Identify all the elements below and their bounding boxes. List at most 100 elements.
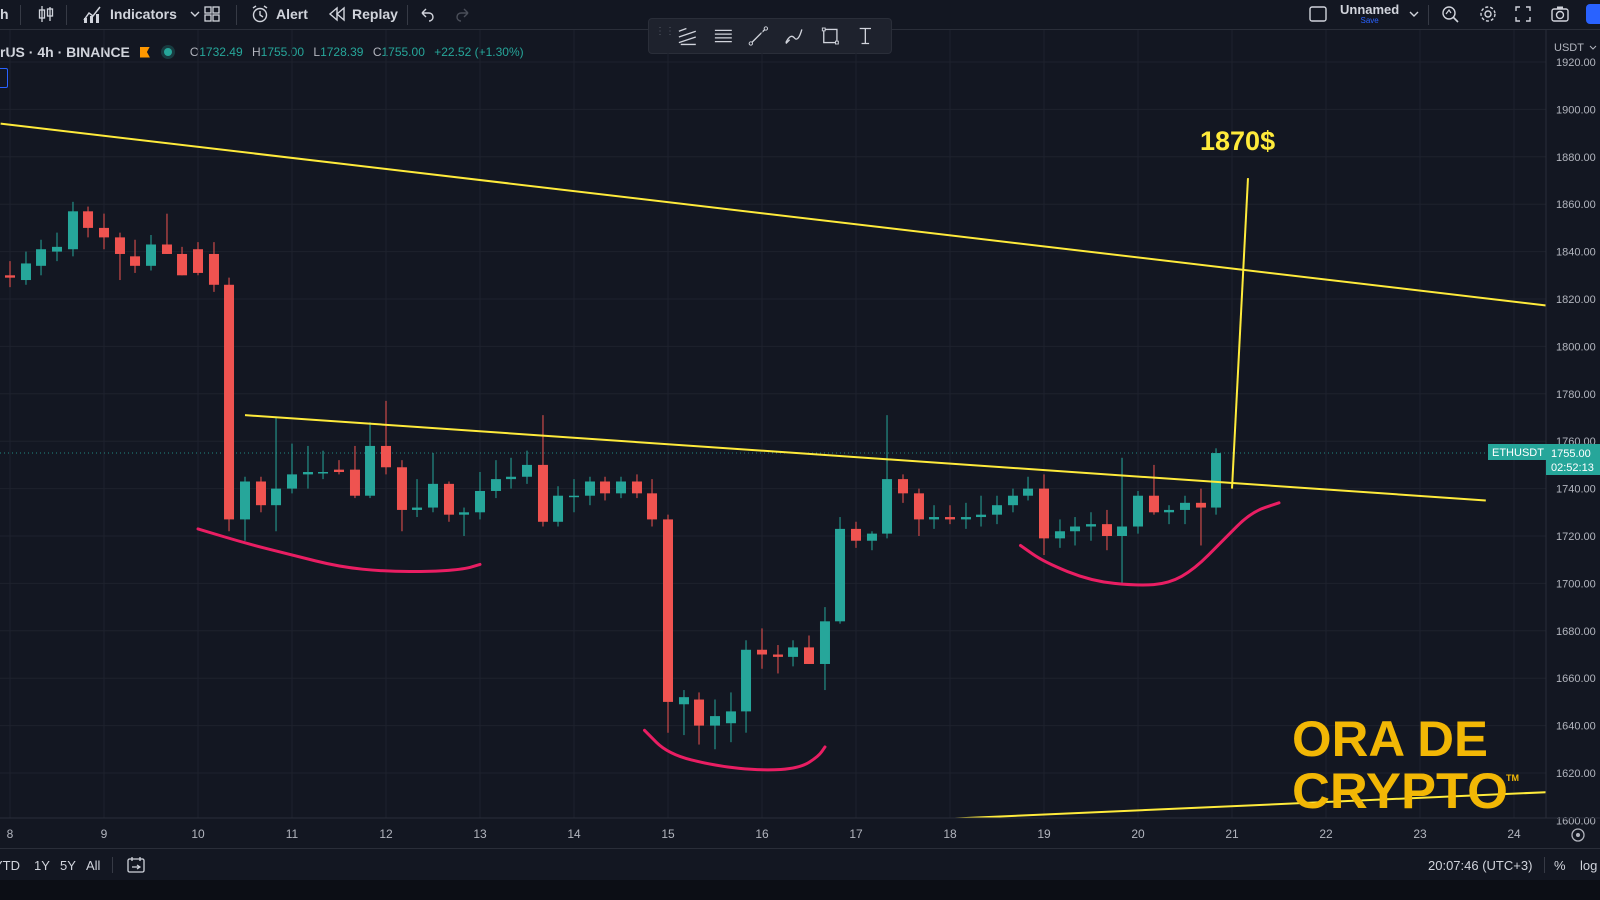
horizontal-lines-icon[interactable] — [713, 25, 734, 47]
candle-body-down — [208, 253, 219, 285]
candle-body-down — [255, 481, 266, 506]
rectangle-icon[interactable] — [820, 25, 841, 47]
replay-button[interactable]: Replay — [328, 0, 398, 28]
layout-toggle[interactable] — [1308, 0, 1328, 28]
price-tick-label: 1620.00 — [1556, 768, 1596, 780]
redo-button[interactable] — [454, 0, 472, 28]
flag-icon[interactable] — [139, 46, 150, 58]
chart-type-button[interactable] — [36, 0, 56, 28]
candle-body-up — [1054, 531, 1065, 539]
price-tick-label: 1900.00 — [1556, 104, 1596, 116]
time-tick-label: 10 — [191, 827, 205, 841]
candle-body-up — [36, 249, 47, 266]
fullscreen-button[interactable] — [1514, 0, 1532, 28]
candle-body-down — [1039, 488, 1049, 539]
range-1y[interactable]: 1Y — [34, 858, 50, 873]
time-tick-label: 12 — [379, 827, 393, 841]
legend-toggle[interactable] — [0, 68, 8, 88]
candle-body-down — [130, 256, 141, 266]
toolbar-divider — [20, 5, 21, 25]
watermark-logo: ORA DE CRYPTO TM — [1292, 711, 1519, 819]
candle-body-up — [992, 505, 1002, 515]
candle-body-up — [710, 716, 720, 726]
candle-body-up — [490, 479, 501, 491]
templates-button[interactable] — [203, 0, 221, 28]
time-tick-label: 23 — [1413, 827, 1427, 841]
candle-body-up — [412, 507, 423, 510]
currency-label[interactable]: USDT — [1554, 42, 1584, 54]
time-tick-label: 22 — [1319, 827, 1333, 841]
candle-body-up — [146, 244, 156, 266]
undo-button[interactable] — [418, 0, 436, 28]
quick-search-button[interactable] — [1440, 0, 1460, 28]
open-value: 1732.49 — [199, 45, 243, 59]
candle-body-down — [114, 237, 125, 254]
settings-button[interactable] — [1478, 0, 1498, 28]
price-tick-label: 1720.00 — [1556, 531, 1596, 543]
time-tick-label: 21 — [1225, 827, 1239, 841]
price-tick-label: 1840.00 — [1556, 247, 1596, 259]
alert-button[interactable]: Alert — [250, 0, 308, 28]
price-chart[interactable]: 1870$ ORA DE CRYPTO TM USDT 1600.00 1620.… — [0, 30, 1600, 848]
range-ytd[interactable]: YTD — [0, 858, 20, 873]
range-all[interactable]: All — [86, 858, 101, 873]
candle-body-down — [443, 483, 454, 515]
time-axis[interactable] — [0, 817, 1600, 848]
text-cursor-icon[interactable] — [855, 25, 876, 47]
candle-body-up — [67, 211, 78, 250]
candle-body-up — [506, 476, 517, 480]
open-label: O — [189, 45, 200, 59]
low-label: L — [313, 45, 321, 59]
toolbar-divider — [66, 5, 67, 25]
low-value: 1728.39 — [320, 45, 364, 59]
ohlc-values: O1732.49 H1755.00 L1728.39 C1755.00 +22.… — [190, 45, 530, 59]
brush-icon[interactable] — [784, 25, 805, 47]
candle-body-down — [757, 649, 767, 655]
log-toggle[interactable]: log — [1580, 858, 1598, 873]
candle-body-up — [678, 697, 689, 705]
watermark-line2: CRYPTO — [1292, 763, 1508, 819]
range-5y[interactable]: 5Y — [60, 858, 76, 873]
trend-channel-icon[interactable] — [677, 25, 698, 47]
candles-icon — [38, 6, 54, 22]
target-label[interactable]: 1870$ — [1200, 126, 1275, 156]
watermark-line1: ORA DE — [1292, 711, 1488, 767]
axis-settings-button[interactable] — [1571, 828, 1585, 842]
candle-body-up — [1007, 495, 1018, 506]
alert-label: Alert — [276, 6, 308, 22]
publish-button[interactable] — [1586, 0, 1600, 28]
time-tick-label: 11 — [286, 827, 299, 841]
candle-body-up — [1164, 509, 1175, 513]
candle-body-down — [177, 253, 188, 276]
snapshot-button[interactable] — [1550, 0, 1570, 28]
layout-square-icon — [1309, 6, 1327, 22]
pattern-marker-curve — [196, 527, 482, 574]
layout-menu-button[interactable] — [1408, 0, 1420, 28]
calendar-range-icon[interactable] — [126, 856, 146, 874]
layout-name-button[interactable]: Unnamed Save — [1340, 0, 1399, 28]
market-status-icon — [163, 48, 172, 56]
symbol-title[interactable]: rUS · 4h · BINANCE — [0, 44, 130, 60]
candle-body-down — [600, 481, 611, 494]
candle-body-down — [193, 249, 203, 273]
templates-icon — [204, 6, 220, 22]
candle-body-up — [866, 533, 877, 541]
candle-body-down — [396, 467, 407, 510]
watermark-tm: TM — [1506, 773, 1519, 783]
indicators-button[interactable]: Indicators — [82, 0, 201, 28]
price-tick-label: 1820.00 — [1556, 294, 1596, 306]
price-ticks: 1600.00 1620.00 1640.00 1660.00 1680.00 1700.… — [1556, 57, 1596, 827]
replay-icon — [328, 6, 345, 22]
price-axis[interactable]: USDT — [1545, 30, 1600, 818]
trend-line-icon[interactable] — [748, 25, 769, 47]
percent-toggle[interactable]: % — [1554, 858, 1566, 873]
gear-icon — [1571, 828, 1585, 842]
bottom-strip — [0, 880, 1600, 900]
candle-body-up — [960, 517, 971, 520]
candle-body-up — [819, 621, 830, 664]
candle-body-down — [1148, 495, 1159, 513]
clock[interactable]: 20:07:46 (UTC+3) — [1428, 858, 1533, 873]
close-value: 1755.00 — [381, 45, 425, 59]
candle-body-down — [851, 528, 861, 541]
interval-button[interactable]: h — [0, 6, 9, 22]
